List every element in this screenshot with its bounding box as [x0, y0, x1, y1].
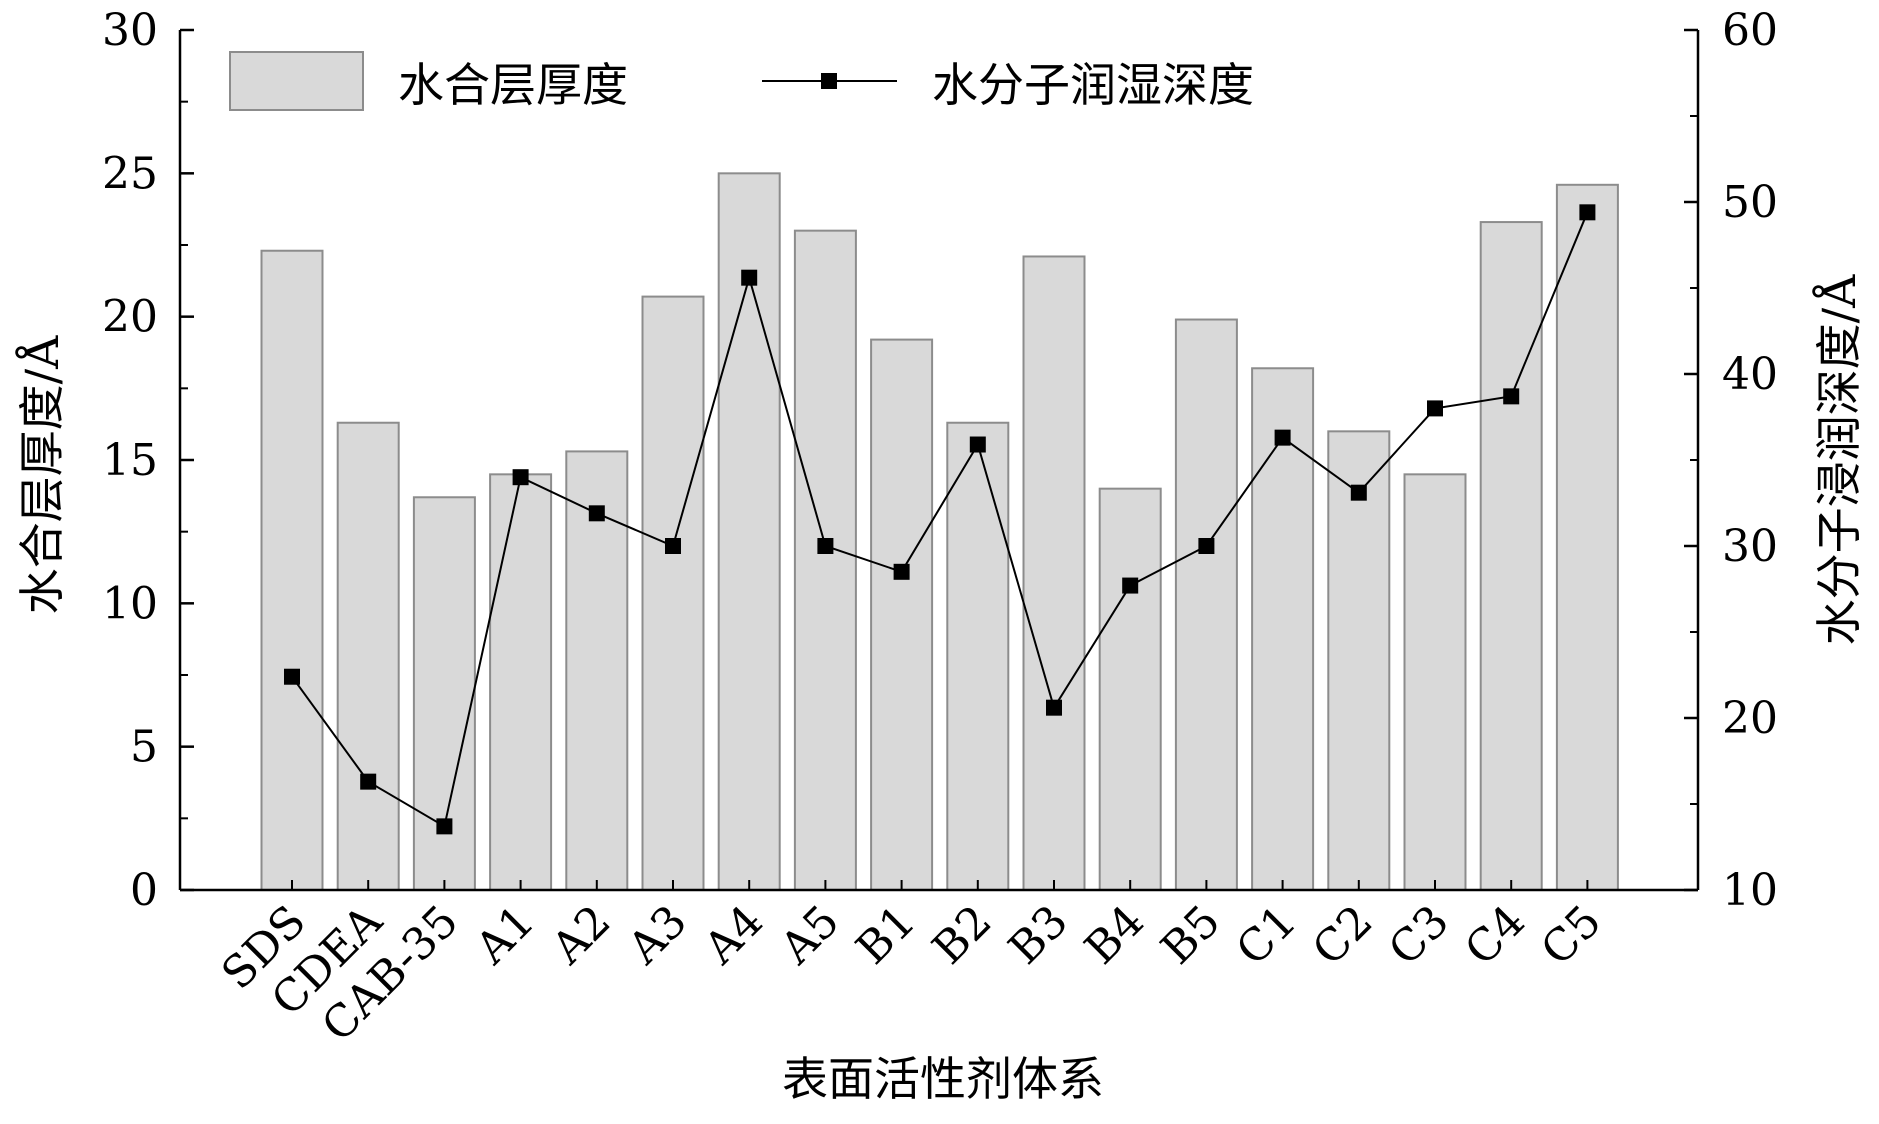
wetting-depth-line: [291, 211, 1589, 828]
bar-C1: [1251, 367, 1315, 891]
x-axis-title: 表面活性剂体系: [782, 1052, 1104, 1106]
point-B4: [1122, 577, 1139, 594]
x-tick-label: B1: [847, 896, 926, 975]
bar-C2: [1327, 430, 1391, 891]
point-C5: [1579, 204, 1596, 221]
legend-bar-label: 水合层厚度: [398, 58, 628, 112]
point-A1: [512, 469, 529, 486]
bar-B2: [946, 421, 1010, 891]
bar-A1: [489, 473, 553, 891]
x-tick-label: C5: [1532, 896, 1612, 976]
x-tick-label: A4: [694, 896, 773, 975]
y2-tick-label: 20: [1722, 693, 1778, 744]
y-tick-label: 15: [102, 435, 158, 486]
y-tick-label: 5: [130, 722, 158, 773]
point-C1: [1274, 429, 1291, 446]
y-tick-label: 30: [102, 5, 158, 56]
point-B1: [893, 563, 910, 580]
legend-line-marker: [821, 73, 837, 89]
y2-tick-label: 60: [1722, 5, 1778, 56]
bar-B5: [1174, 318, 1238, 891]
y-tick-label: 0: [130, 865, 158, 916]
x-tick-label: B2: [923, 896, 1002, 975]
y2-axis-title: 水分子浸润深度/Å: [1811, 274, 1866, 645]
y-axis-title: 水合层厚度/Å: [14, 335, 69, 614]
point-A5: [817, 538, 834, 554]
point-C4: [1503, 388, 1520, 405]
x-tick-label: C4: [1455, 896, 1535, 976]
bar-C4: [1479, 221, 1543, 892]
point-SDS: [284, 668, 300, 685]
y2-tick-label: 10: [1722, 865, 1778, 916]
x-tick-label: C1: [1227, 896, 1307, 976]
x-tick-label: A1: [465, 896, 544, 975]
point-B2: [969, 436, 986, 453]
point-C2: [1350, 484, 1367, 501]
y-tick-label: 20: [102, 292, 158, 343]
point-A4: [741, 269, 758, 286]
bar-C5: [1555, 183, 1619, 892]
point-B5: [1198, 538, 1215, 554]
x-tick-label: A3: [618, 896, 697, 975]
x-tick-label: A2: [542, 896, 621, 975]
legend-bar-swatch: [229, 51, 364, 111]
bar-A4: [717, 172, 781, 892]
y-tick-label: 10: [102, 578, 158, 629]
legend: 水合层厚度 水分子润湿深度: [229, 51, 1254, 112]
point-CDEA: [360, 773, 377, 790]
x-tick-label: A5: [770, 896, 849, 975]
x-tick-label: B3: [999, 896, 1078, 975]
bar-B3: [1022, 255, 1086, 891]
point-C3: [1427, 400, 1443, 417]
point-CAB-35: [436, 818, 453, 835]
point-B3: [1046, 699, 1062, 716]
bar-SDS: [260, 249, 324, 891]
y2-tick-label: 40: [1722, 349, 1778, 400]
plot-area: [260, 172, 1619, 892]
bar-C3: [1403, 473, 1467, 891]
bar-CDEA: [336, 421, 400, 891]
y2-tick-label: 30: [1722, 521, 1778, 572]
x-tick-label: C2: [1303, 896, 1383, 976]
point-A2: [588, 505, 605, 522]
point-A3: [665, 538, 681, 554]
x-tick-label: C3: [1379, 896, 1459, 976]
x-tick-label: B4: [1075, 896, 1154, 975]
y2-tick-label: 50: [1722, 177, 1778, 228]
bar-A5: [793, 229, 857, 891]
bar-A2: [565, 450, 629, 891]
y-tick-label: 25: [102, 148, 158, 199]
bar-B4: [1098, 487, 1162, 891]
legend-line-label: 水分子润湿深度: [932, 58, 1254, 112]
bar-B1: [870, 338, 934, 892]
x-tick-label: B5: [1151, 896, 1230, 975]
bar-A3: [641, 295, 705, 892]
